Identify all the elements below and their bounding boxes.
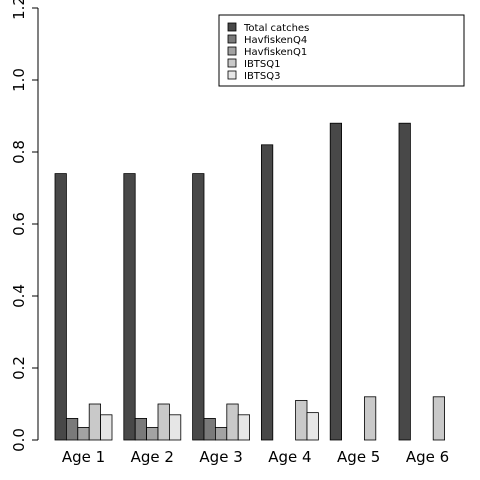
x-tick-label: Age 6	[406, 448, 449, 466]
bar-havfiskenq4-age-2	[134, 417, 147, 441]
bar-total-catches-age-4	[260, 144, 274, 441]
legend-swatch	[227, 22, 237, 32]
bars	[54, 122, 446, 441]
y-tick-label: 1.2	[10, 0, 28, 20]
y-tick-label: 0.8	[10, 140, 28, 164]
legend-swatch	[227, 34, 237, 44]
bar-total-catches-age-6	[398, 122, 411, 441]
y-tick-label: 0.4	[10, 284, 28, 308]
bar-ibtsq1-age-6	[432, 396, 446, 441]
x-tick-label: Age 3	[199, 448, 242, 466]
bar-total-catches-age-5	[329, 122, 343, 441]
legend-label: HavfiskenQ4	[244, 35, 307, 46]
bar-havfiskenq4-age-3	[203, 417, 216, 441]
bar-total-catches-age-1	[54, 173, 67, 441]
bar-ibtsq1-age-4	[295, 399, 308, 441]
y-tick-label: 0.2	[10, 356, 28, 380]
bar-total-catches-age-2	[123, 173, 136, 441]
bar-ibtsq3-age-3	[237, 414, 250, 441]
bar-havfiskenq1-age-2	[146, 426, 159, 441]
bar-havfiskenq1-age-1	[77, 426, 90, 441]
x-tick-label: Age 2	[131, 448, 174, 466]
bar-ibtsq1-age-3	[226, 403, 239, 441]
y-tick-label: 0.6	[10, 212, 28, 236]
legend-label: Total catches	[243, 23, 309, 34]
bar-havfiskenq4-age-1	[66, 417, 79, 441]
bar-havfiskenq1-age-3	[214, 426, 228, 441]
legend-label: IBTSQ1	[244, 59, 281, 70]
x-tick-label: Age 1	[62, 448, 105, 466]
legend-swatch	[227, 46, 237, 56]
x-tick-label: Age 5	[337, 448, 380, 466]
y-tick-label: 1.0	[10, 68, 28, 92]
legend-label: HavfiskenQ1	[244, 47, 307, 58]
legend-box	[218, 14, 465, 87]
legend-label: IBTSQ3	[244, 71, 281, 82]
legend-swatch	[227, 58, 237, 68]
y-tick-label: 0.0	[10, 428, 28, 452]
y-axis: 0.0 0.2 0.4 0.6 0.8 1.0 1.2	[10, 0, 39, 452]
bar-ibtsq1-age-5	[363, 396, 377, 441]
bar-ibtsq1-age-2	[157, 403, 170, 441]
x-axis: Age 1 Age 2 Age 3 Age 4 Age 5 Age 6	[62, 448, 449, 466]
legend-swatch	[227, 70, 237, 80]
x-tick-label: Age 4	[268, 448, 311, 466]
bar-total-catches-age-3	[192, 173, 205, 441]
legend: Total catchesHavfiskenQ4HavfiskenQ1IBTSQ…	[218, 14, 465, 87]
bar-ibtsq1-age-1	[88, 403, 101, 441]
bar-ibtsq3-age-1	[100, 414, 113, 441]
bar-ibtsq3-age-2	[168, 414, 182, 441]
bar-ibtsq3-age-4	[306, 412, 319, 441]
